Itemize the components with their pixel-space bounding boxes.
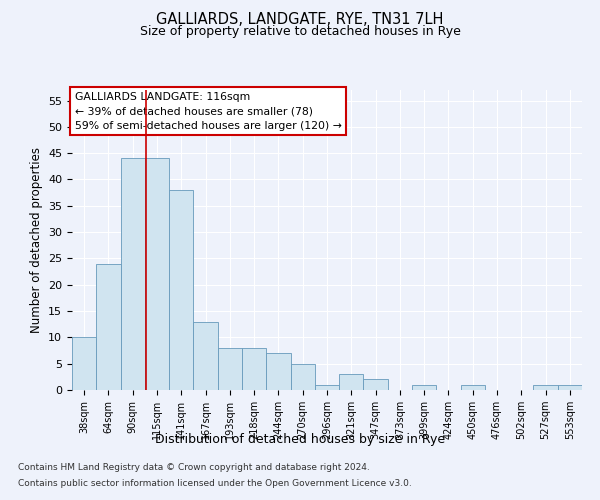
Bar <box>121 158 145 390</box>
Bar <box>218 348 242 390</box>
Bar <box>290 364 315 390</box>
Text: Size of property relative to detached houses in Rye: Size of property relative to detached ho… <box>140 25 460 38</box>
Bar <box>72 338 96 390</box>
Text: Contains public sector information licensed under the Open Government Licence v3: Contains public sector information licen… <box>18 478 412 488</box>
Text: GALLIARDS, LANDGATE, RYE, TN31 7LH: GALLIARDS, LANDGATE, RYE, TN31 7LH <box>157 12 443 28</box>
Bar <box>533 384 558 390</box>
Bar <box>169 190 193 390</box>
Bar <box>339 374 364 390</box>
Bar <box>266 353 290 390</box>
Y-axis label: Number of detached properties: Number of detached properties <box>29 147 43 333</box>
Bar <box>461 384 485 390</box>
Text: GALLIARDS LANDGATE: 116sqm
← 39% of detached houses are smaller (78)
59% of semi: GALLIARDS LANDGATE: 116sqm ← 39% of deta… <box>74 92 341 131</box>
Bar <box>364 380 388 390</box>
Bar <box>193 322 218 390</box>
Bar <box>145 158 169 390</box>
Text: Contains HM Land Registry data © Crown copyright and database right 2024.: Contains HM Land Registry data © Crown c… <box>18 464 370 472</box>
Bar <box>412 384 436 390</box>
Text: Distribution of detached houses by size in Rye: Distribution of detached houses by size … <box>155 432 445 446</box>
Bar <box>315 384 339 390</box>
Bar <box>558 384 582 390</box>
Bar <box>96 264 121 390</box>
Bar <box>242 348 266 390</box>
